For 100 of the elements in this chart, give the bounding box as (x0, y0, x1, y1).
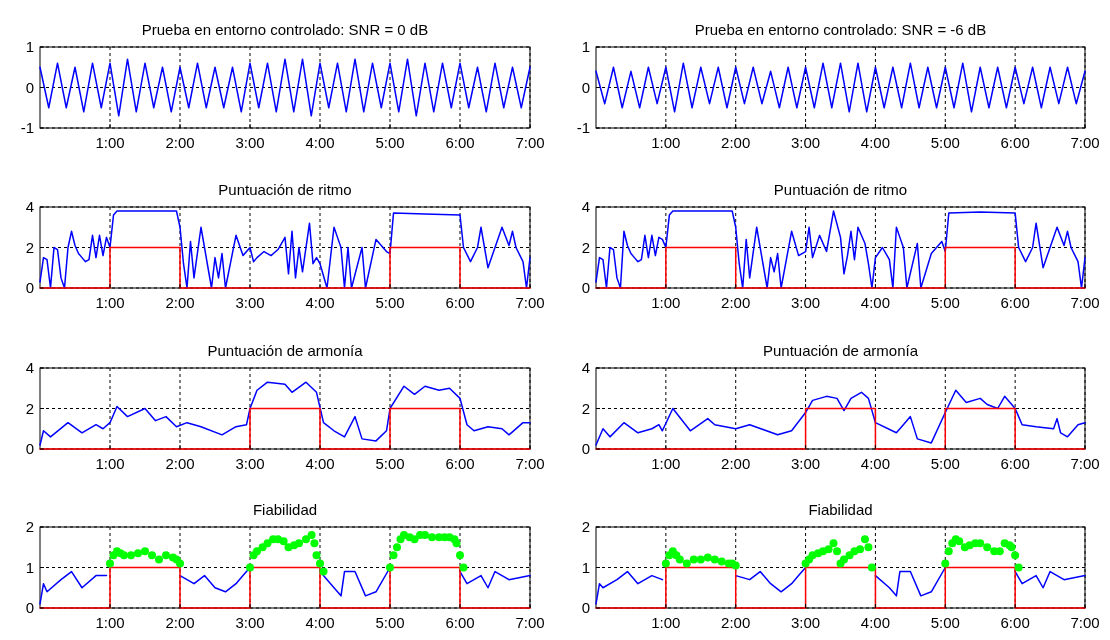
chart-title: Fiabilidad (808, 501, 873, 518)
y-tick-label: 0 (25, 599, 34, 616)
x-tick-label: 1:00 (95, 294, 125, 311)
point (263, 539, 272, 548)
point (1011, 551, 1020, 560)
point (856, 545, 865, 554)
chart-title: Prueba en entorno controlado: SNR = 0 dB (141, 21, 429, 38)
x-tick-label: 5:00 (930, 294, 960, 311)
x-tick-label: 5:00 (375, 614, 405, 631)
y-tick-label: 2 (581, 399, 590, 417)
chart-title: Puntuación de armonía (762, 342, 919, 359)
chart-title: Puntuación de ritmo (218, 181, 352, 198)
point (155, 555, 163, 564)
point (682, 559, 691, 568)
x-tick-label: 5:00 (930, 134, 960, 151)
y-tick-label: 4 (25, 198, 34, 215)
x-tick-label: 2:00 (165, 455, 195, 472)
point (1014, 563, 1023, 572)
point (176, 559, 184, 568)
line-series (595, 62, 1086, 113)
x-tick-label: 5:00 (375, 455, 405, 472)
x-tick-label: 2:00 (721, 455, 751, 472)
point (703, 553, 712, 562)
y-tick-label: 0 (581, 78, 590, 96)
point (316, 559, 324, 568)
x-tick-label: 1:00 (651, 614, 681, 631)
point (393, 543, 401, 552)
point (302, 535, 310, 544)
point (860, 535, 869, 544)
point (120, 551, 128, 560)
x-tick-label: 3:00 (235, 294, 265, 311)
point (824, 545, 833, 554)
point (386, 563, 394, 572)
x-tick-label: 1:00 (95, 455, 125, 472)
x-tick-label: 2:00 (721, 614, 751, 631)
x-tick-label: 3:00 (790, 614, 821, 631)
y-tick-label: 4 (581, 198, 590, 215)
y-tick-label: 1 (25, 558, 34, 576)
y-tick-label: 0 (25, 78, 34, 96)
point (661, 559, 670, 568)
y-tick-label: 0 (581, 440, 590, 457)
chart-title: Prueba en entorno controlado: SNR = -6 dB (694, 21, 987, 38)
y-tick-label: 4 (25, 359, 34, 376)
y-tick-label: 1 (581, 558, 590, 576)
point (944, 547, 953, 556)
point (452, 539, 461, 548)
y-tick-label: 1 (25, 38, 34, 55)
x-tick-label: 2:00 (165, 614, 195, 631)
x-tick-label: 5:00 (375, 294, 405, 311)
x-tick-label: 4:00 (860, 294, 891, 311)
x-tick-label: 2:00 (721, 294, 751, 311)
point (696, 555, 705, 564)
line-series (39, 58, 531, 117)
x-tick-label: 4:00 (860, 455, 891, 472)
point (421, 531, 429, 540)
x-tick-label: 6:00 (1000, 134, 1030, 151)
point (127, 551, 135, 560)
point (459, 563, 468, 572)
x-tick-label: 4:00 (305, 455, 335, 472)
x-tick-label: 1:00 (651, 134, 681, 151)
x-tick-label: 6:00 (445, 455, 475, 472)
x-tick-label: 4:00 (305, 134, 335, 151)
point (410, 535, 419, 544)
point (710, 555, 719, 564)
line-series (39, 381, 531, 446)
chart-title: Puntuación de ritmo (773, 181, 908, 198)
y-tick-label: 1 (581, 38, 590, 55)
x-tick-label: 5:00 (930, 614, 960, 631)
chart-title: Puntuación de armonía (207, 342, 364, 359)
x-tick-label: 7:00 (515, 455, 545, 472)
x-tick-label: 7:00 (515, 294, 545, 311)
x-tick-label: 7:00 (515, 134, 545, 151)
x-tick-label: 6:00 (445, 614, 475, 631)
x-tick-label: 1:00 (651, 455, 681, 472)
point (955, 537, 964, 546)
x-tick-label: 6:00 (445, 294, 475, 311)
x-tick-label: 7:00 (1070, 134, 1100, 151)
x-tick-label: 3:00 (235, 134, 265, 151)
x-tick-label: 5:00 (930, 455, 960, 472)
x-tick-label: 5:00 (375, 134, 405, 151)
y-tick-label: 2 (581, 518, 590, 535)
y-tick-label: 0 (581, 279, 590, 296)
point (829, 539, 838, 548)
point (312, 551, 321, 560)
chart-title: Fiabilidad (252, 501, 318, 518)
y-tick-label: 0 (25, 279, 34, 296)
y-tick-label: 4 (581, 359, 590, 376)
point (995, 547, 1004, 556)
point (307, 531, 316, 540)
point (717, 557, 726, 566)
point (976, 539, 985, 548)
x-tick-label: 1:00 (651, 294, 681, 311)
y-tick-label: 2 (25, 518, 34, 535)
y-tick-label: 2 (25, 238, 34, 256)
x-tick-label: 6:00 (1000, 455, 1030, 472)
point (106, 559, 114, 568)
x-tick-label: 3:00 (790, 134, 821, 151)
x-tick-label: 4:00 (860, 134, 891, 151)
point (246, 563, 254, 572)
x-tick-label: 3:00 (235, 614, 265, 631)
